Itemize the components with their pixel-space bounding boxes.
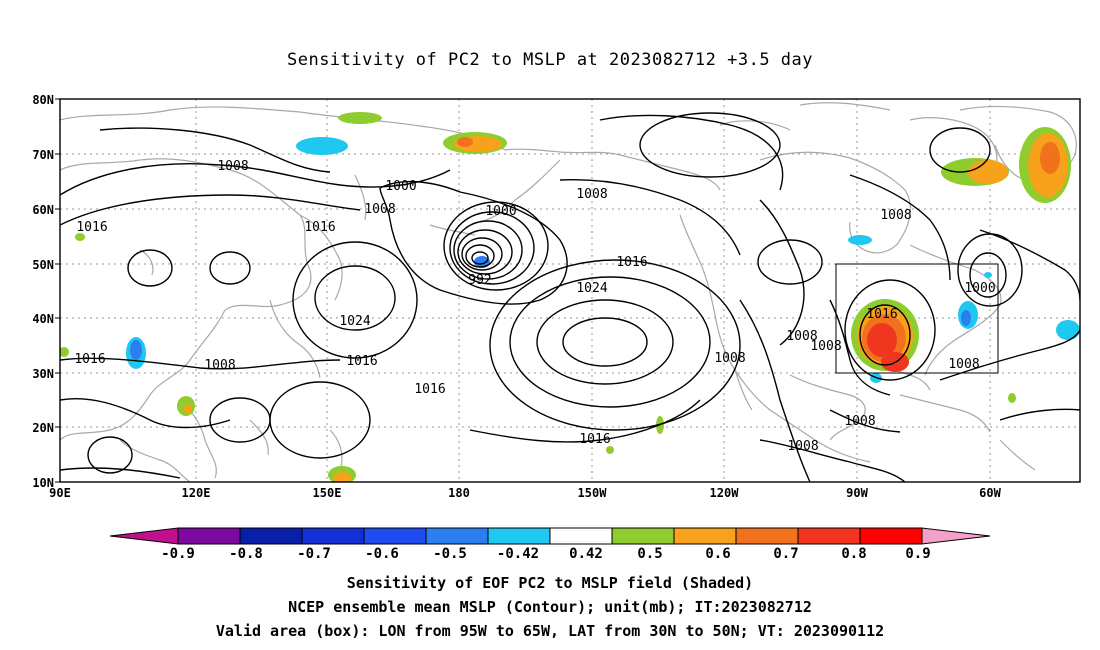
contour-label: 1008 — [204, 358, 235, 373]
contour-label: 1008 — [787, 439, 818, 454]
latitude-labels: 80N 70N 60N 50N 40N 30N 20N 10N — [32, 93, 54, 490]
contour-labels: 1008 1016 1000 1008 1016 1000 992 1008 1… — [74, 159, 995, 454]
lat-label: 10N — [32, 476, 54, 490]
lon-label: 90E — [49, 486, 71, 500]
sensitivity-shading — [60, 112, 1080, 482]
colorbar-cell — [673, 527, 737, 545]
caption-line-3: Valid area (box): LON from 95W to 65W, L… — [215, 622, 885, 640]
map-border — [59, 98, 1081, 483]
colorbar-label: -0.9 — [161, 546, 195, 562]
contour-label: 1024 — [576, 281, 607, 296]
mslp-contours — [60, 112, 1080, 482]
contour-label: 992 — [468, 273, 491, 288]
colorbar-cell — [611, 527, 675, 545]
lat-label: 20N — [32, 421, 54, 435]
contour-label: 1008 — [948, 357, 979, 372]
valid-area-box — [835, 263, 999, 374]
lat-label: 40N — [32, 312, 54, 326]
colorbar-label: 0.7 — [773, 546, 798, 562]
caption-line-2: NCEP ensemble mean MSLP (Contour); unit(… — [288, 598, 812, 616]
lat-label: 80N — [32, 93, 54, 107]
colorbar-cell — [239, 527, 303, 545]
lon-label: 180 — [448, 486, 470, 500]
colorbar-label: 0.8 — [841, 546, 866, 562]
coastlines — [60, 102, 1077, 482]
longitude-labels: 90E 120E 150E 180 150W 120W 90W 60W — [49, 486, 1001, 500]
colorbar-label: -0.7 — [297, 546, 331, 562]
colorbar-cell — [859, 527, 923, 545]
axis-ticks — [55, 98, 60, 483]
contour-label: 1008 — [576, 187, 607, 202]
gridlines — [60, 99, 1080, 482]
contour-label: 1008 — [844, 414, 875, 429]
contour-label: 1008 — [786, 329, 817, 344]
colorbar-cell — [549, 527, 613, 545]
colorbar-cell — [363, 527, 427, 545]
contour-label: 1016 — [414, 382, 445, 397]
contour-label: 1000 — [964, 281, 995, 296]
colorbar-cell — [487, 527, 551, 545]
lat-label: 50N — [32, 258, 54, 272]
contour-label: 1024 — [339, 314, 370, 329]
colorbar-cell — [425, 527, 489, 545]
lon-label: 150E — [313, 486, 342, 500]
contour-label: 1008 — [714, 351, 745, 366]
map-area — [60, 99, 1080, 482]
contour-label: 1008 — [880, 208, 911, 223]
colorbar-label: 0.6 — [705, 546, 730, 562]
colorbar-cell — [797, 527, 861, 545]
contour-label: 1000 — [385, 179, 416, 194]
colorbar-label: -0.42 — [497, 546, 539, 562]
colorbar-cell — [177, 527, 241, 545]
colorbar: -0.9 -0.8 -0.7 -0.6 -0.5 -0.42 0.42 0.5 … — [109, 527, 991, 562]
colorbar-cell — [735, 527, 799, 545]
colorbar-label: -0.5 — [433, 546, 467, 562]
colorbar-label: 0.9 — [905, 546, 930, 562]
contour-label: 1000 — [485, 204, 516, 219]
lat-label: 30N — [32, 367, 54, 381]
lon-label: 120W — [710, 486, 740, 500]
map-title: Sensitivity of PC2 to MSLP at 2023082712… — [286, 50, 813, 70]
lat-label: 70N — [32, 148, 54, 162]
contour-label: 1016 — [76, 220, 107, 235]
contour-label: 1008 — [364, 202, 395, 217]
contour-label: 1016 — [866, 307, 897, 322]
lon-label: 90W — [846, 486, 868, 500]
colorbar-label: 0.5 — [637, 546, 662, 562]
colorbar-cell — [301, 527, 365, 545]
caption-line-1: Sensitivity of EOF PC2 to MSLP field (Sh… — [346, 574, 754, 592]
lat-label: 60N — [32, 203, 54, 217]
contour-label: 1016 — [346, 354, 377, 369]
contour-label: 1016 — [616, 255, 647, 270]
colorbar-under-triangle — [109, 527, 179, 545]
colorbar-label: 0.42 — [569, 546, 603, 562]
lon-label: 120E — [182, 486, 211, 500]
lon-label: 150W — [578, 486, 608, 500]
contour-label: 1016 — [304, 220, 335, 235]
contour-label: 1008 — [810, 339, 841, 354]
contour-label: 1008 — [217, 159, 248, 174]
lon-label: 60W — [979, 486, 1001, 500]
contour-label: 1016 — [579, 432, 610, 447]
colorbar-label: -0.8 — [229, 546, 263, 562]
colorbar-over-triangle — [921, 527, 991, 545]
contour-label: 1016 — [74, 352, 105, 367]
colorbar-label: -0.6 — [365, 546, 399, 562]
